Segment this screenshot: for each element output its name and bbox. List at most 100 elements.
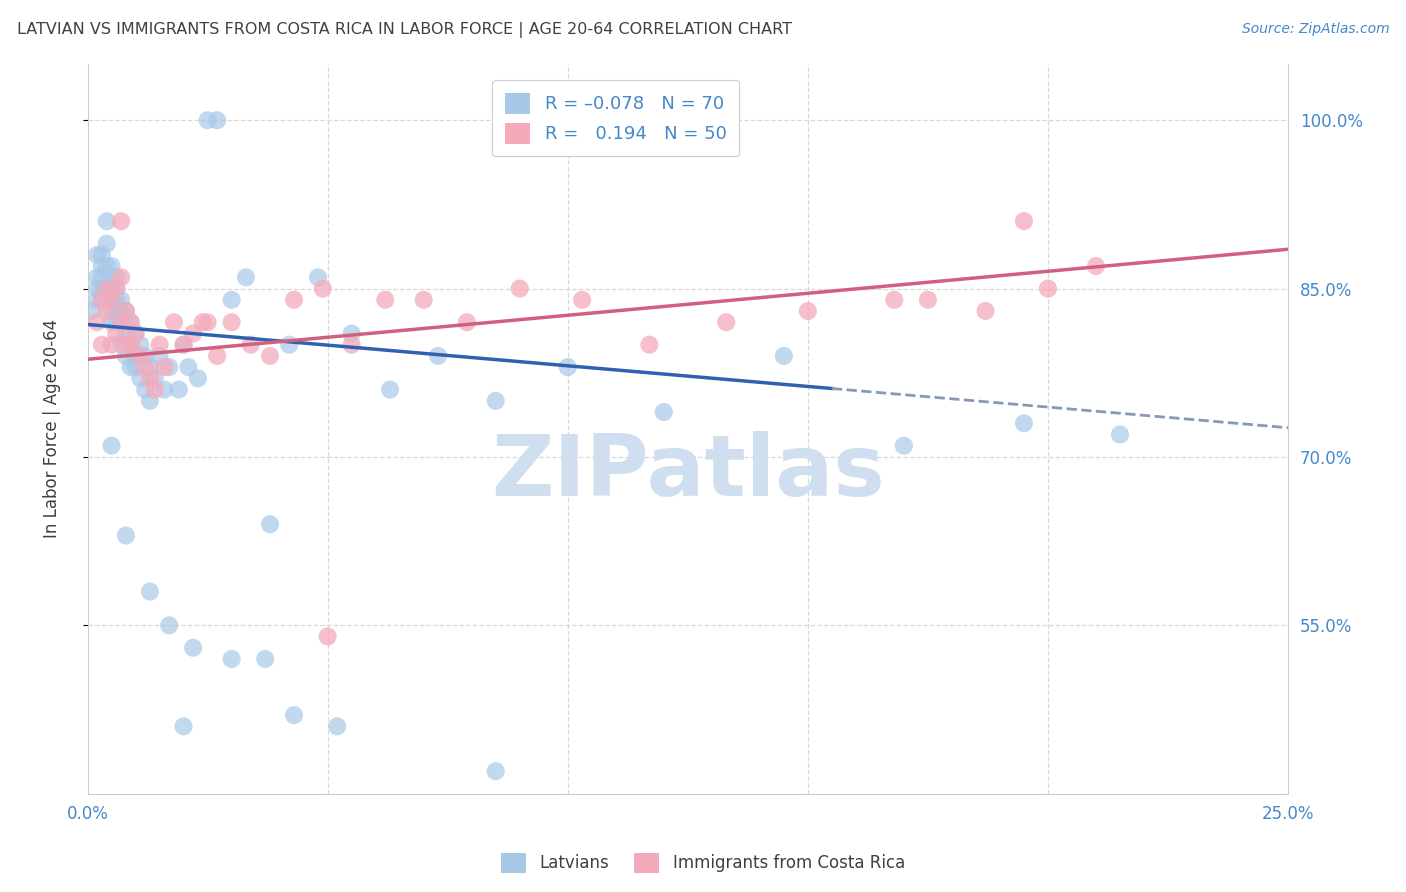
Point <box>86 270 108 285</box>
Point <box>1085 259 1108 273</box>
Point <box>917 293 939 307</box>
Y-axis label: In Labor Force | Age 20-64: In Labor Force | Age 20-64 <box>44 319 60 539</box>
Point <box>221 652 243 666</box>
Point <box>307 270 329 285</box>
Point <box>96 281 118 295</box>
Point <box>90 259 112 273</box>
Point <box>283 708 305 723</box>
Point <box>105 270 128 285</box>
Point <box>90 248 112 262</box>
Point <box>181 326 204 341</box>
Point <box>205 113 228 128</box>
Point <box>90 337 112 351</box>
Point <box>134 383 156 397</box>
Point <box>716 315 738 329</box>
Point <box>115 528 138 542</box>
Point <box>485 764 508 779</box>
Point <box>100 304 122 318</box>
Point <box>120 315 142 329</box>
Point <box>153 360 176 375</box>
Point <box>340 337 363 351</box>
Point <box>177 360 200 375</box>
Point <box>96 304 118 318</box>
Point <box>153 383 176 397</box>
Point <box>1036 281 1059 295</box>
Point <box>143 371 166 385</box>
Point <box>120 360 142 375</box>
Text: Source: ZipAtlas.com: Source: ZipAtlas.com <box>1241 22 1389 37</box>
Point <box>115 304 138 318</box>
Point <box>100 293 122 307</box>
Point <box>456 315 478 329</box>
Text: ZIPatlas: ZIPatlas <box>491 431 884 514</box>
Point <box>326 719 349 733</box>
Point <box>205 349 228 363</box>
Point <box>173 337 195 351</box>
Point <box>148 349 170 363</box>
Point <box>259 349 281 363</box>
Point <box>115 349 138 363</box>
Point <box>312 281 335 295</box>
Point <box>110 315 132 329</box>
Point <box>797 304 820 318</box>
Point <box>181 640 204 655</box>
Point <box>105 304 128 318</box>
Point <box>110 304 132 318</box>
Point <box>139 584 162 599</box>
Point <box>173 337 195 351</box>
Point <box>96 214 118 228</box>
Point <box>120 315 142 329</box>
Point <box>120 337 142 351</box>
Point <box>100 270 122 285</box>
Point <box>129 337 152 351</box>
Point <box>974 304 997 318</box>
Point <box>235 270 257 285</box>
Point <box>105 293 128 307</box>
Point <box>124 326 146 341</box>
Point <box>638 337 661 351</box>
Point <box>105 281 128 295</box>
Point <box>191 315 214 329</box>
Point <box>557 360 579 375</box>
Point <box>167 383 190 397</box>
Point <box>134 349 156 363</box>
Point <box>427 349 450 363</box>
Point <box>90 281 112 295</box>
Point <box>893 439 915 453</box>
Point <box>110 270 132 285</box>
Point <box>163 315 186 329</box>
Point <box>1012 417 1035 431</box>
Point <box>254 652 277 666</box>
Point <box>378 383 401 397</box>
Point <box>86 315 108 329</box>
Point <box>100 315 122 329</box>
Point <box>883 293 905 307</box>
Point <box>1012 214 1035 228</box>
Point <box>105 315 128 329</box>
Point <box>110 214 132 228</box>
Point <box>115 337 138 351</box>
Point <box>100 259 122 273</box>
Point <box>197 315 219 329</box>
Point <box>187 371 209 385</box>
Legend: R = –0.078   N = 70, R =   0.194   N = 50: R = –0.078 N = 70, R = 0.194 N = 50 <box>492 80 740 156</box>
Point <box>283 293 305 307</box>
Point <box>120 337 142 351</box>
Point <box>124 349 146 363</box>
Point <box>105 281 128 295</box>
Point <box>124 360 146 375</box>
Point <box>96 259 118 273</box>
Point <box>157 360 180 375</box>
Point <box>374 293 396 307</box>
Legend: Latvians, Immigrants from Costa Rica: Latvians, Immigrants from Costa Rica <box>495 847 911 880</box>
Point <box>139 393 162 408</box>
Point <box>139 360 162 375</box>
Point <box>485 393 508 408</box>
Point <box>239 337 262 351</box>
Point <box>316 630 339 644</box>
Point <box>96 281 118 295</box>
Point <box>110 315 132 329</box>
Point <box>100 439 122 453</box>
Point <box>340 326 363 341</box>
Point <box>221 293 243 307</box>
